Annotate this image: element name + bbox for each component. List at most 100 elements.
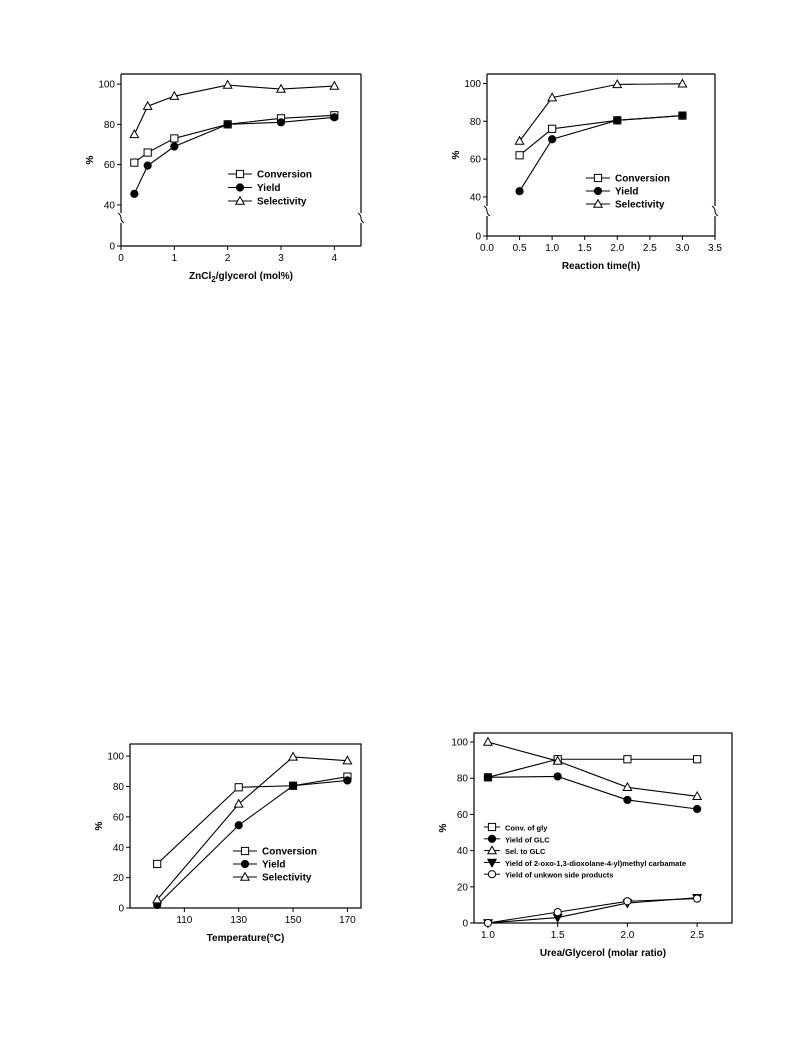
legend-marker <box>240 846 250 856</box>
data-point <box>623 897 632 906</box>
x-tick-label: 0 <box>118 253 124 264</box>
data-point <box>515 187 524 196</box>
series-line <box>487 741 698 797</box>
axis-break-mark <box>357 212 365 224</box>
y-axis-label: % <box>438 823 449 832</box>
series-2 <box>130 113 339 198</box>
x-tick-label: 3.0 <box>675 243 689 254</box>
series-line <box>487 897 698 924</box>
data-point <box>623 795 632 805</box>
x-tick-label: 2.0 <box>610 243 624 254</box>
x-tick-label: 2.5 <box>690 930 704 941</box>
legend-marker <box>240 859 250 869</box>
x-tick-label: 170 <box>339 915 356 926</box>
series-3 <box>482 736 703 801</box>
data-point <box>678 111 687 120</box>
series-line <box>156 756 348 901</box>
y-tick-label: 60 <box>104 160 116 171</box>
series-3 <box>514 78 688 145</box>
series-line <box>156 776 348 865</box>
data-point <box>482 736 493 746</box>
legend-label: Yield of GLC <box>505 835 550 844</box>
series-line <box>134 114 335 164</box>
series-1 <box>515 111 687 160</box>
data-point <box>142 100 153 110</box>
series-line <box>519 83 683 142</box>
y-tick-label: 40 <box>104 200 116 211</box>
series-5 <box>483 894 702 928</box>
data-point <box>693 804 702 814</box>
legend-marker <box>593 173 603 183</box>
x-tick-label: 4 <box>332 253 338 264</box>
data-point <box>288 751 299 761</box>
series-line <box>156 779 348 906</box>
x-tick-label: 1 <box>172 253 178 264</box>
data-point <box>170 134 179 143</box>
legend-marker <box>235 183 245 192</box>
x-axis-label: Urea/Glycerol (molar ratio) <box>540 948 666 959</box>
data-point <box>223 120 232 129</box>
data-point <box>329 80 340 90</box>
x-axis-label: ZnCl2/glycerol (mol%) <box>189 271 293 284</box>
data-point <box>553 908 562 917</box>
legend-marker <box>593 186 603 196</box>
data-point <box>276 118 286 127</box>
data-point <box>612 78 623 89</box>
series-2 <box>153 776 352 910</box>
x-tick-label: 2.0 <box>620 930 634 941</box>
legend-marker <box>487 822 497 832</box>
plot-root: 0 40 60 80 100 0 1 2 3 4% ZnCl2/glycerol (mol%) Con… <box>85 73 733 959</box>
y-tick-label: 20 <box>457 882 469 893</box>
data-point <box>233 798 244 808</box>
data-point <box>143 148 152 157</box>
legend-label: Conversion <box>262 847 317 858</box>
data-point <box>547 92 558 102</box>
data-point <box>693 755 702 764</box>
chart-panel-2: 0 40 60 80 100 0.0 0.5 1.0 1.5 2.0 2.5 3.0 3.5% React… <box>451 73 722 272</box>
legend-marker <box>235 169 245 179</box>
legend-marker <box>234 195 246 205</box>
data-point <box>275 83 287 93</box>
y-tick-label: 80 <box>104 120 116 131</box>
legend-label: Conversion <box>257 170 312 181</box>
y-tick-label: 80 <box>113 782 125 793</box>
legend-marker <box>487 834 497 843</box>
x-tick-label: 2.5 <box>643 243 657 254</box>
x-tick-label: 2 <box>225 253 231 264</box>
legend-marker <box>486 858 498 868</box>
data-point <box>552 755 563 765</box>
legend: Conv. of gly Yield of GLC Sel. to GLC Yield… <box>484 822 686 880</box>
legend-label: Yield of unkwon side products <box>505 871 613 880</box>
y-tick-label: 40 <box>113 843 125 854</box>
data-point <box>129 128 140 139</box>
axis-break-mark <box>711 205 719 217</box>
chart-panel-3: 0 20 40 60 80 100 110 130 150 170% Temperature(°C)… <box>94 743 362 944</box>
y-tick-label: 80 <box>470 117 482 128</box>
x-tick-label: 1.0 <box>545 243 559 254</box>
y-tick-label: 0 <box>475 232 481 243</box>
data-point <box>169 90 180 100</box>
x-tick-label: 130 <box>230 915 247 926</box>
data-point <box>143 161 152 170</box>
axis-break-mark <box>483 205 491 217</box>
axis-break-mark <box>117 212 125 224</box>
y-tick-label: 0 <box>109 242 115 253</box>
y-tick-label: 40 <box>470 192 482 203</box>
y-tick-label: 100 <box>451 738 468 749</box>
legend-label: Yield <box>257 183 281 194</box>
x-tick-label: 0.0 <box>480 243 494 254</box>
data-point <box>234 783 243 792</box>
y-tick-label: 40 <box>457 846 469 857</box>
plot-frame <box>473 732 733 924</box>
legend: Conversion Yield Selectivity <box>586 174 670 211</box>
legend-label: Conversion <box>615 174 670 185</box>
data-point <box>548 135 557 144</box>
data-point <box>152 894 163 904</box>
data-point <box>515 151 524 160</box>
legend-marker <box>239 871 251 881</box>
data-point <box>613 116 622 125</box>
data-point <box>553 772 562 781</box>
data-point <box>234 821 243 830</box>
data-point <box>693 894 702 903</box>
